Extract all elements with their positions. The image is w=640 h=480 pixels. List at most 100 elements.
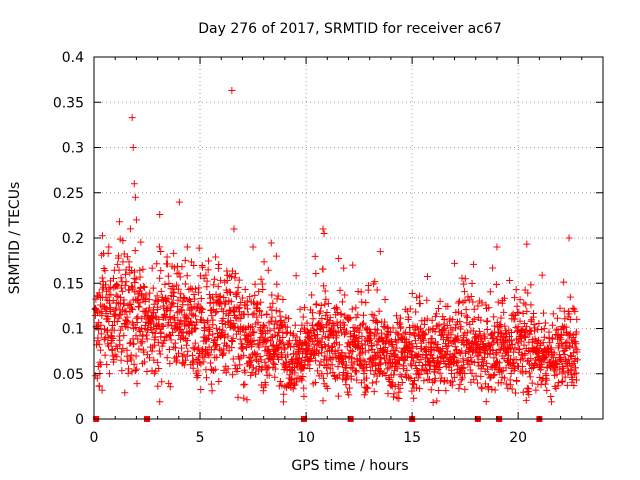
x-tick-label: 15 [403, 430, 421, 446]
y-tick-label: 0 [75, 412, 84, 428]
data-point [210, 346, 218, 354]
data-point [192, 325, 200, 333]
data-point [460, 288, 468, 296]
data-point [116, 341, 124, 349]
data-point [289, 385, 297, 393]
data-point [318, 323, 326, 331]
data-point [530, 309, 538, 317]
data-point [401, 356, 409, 364]
data-point [212, 324, 220, 332]
data-point [381, 343, 389, 351]
data-point [525, 369, 533, 377]
data-point [112, 291, 120, 299]
data-point [462, 312, 470, 320]
data-point [261, 358, 269, 366]
data-point [434, 340, 442, 348]
data-point [375, 307, 383, 315]
data-point [175, 198, 183, 206]
data-point [429, 399, 437, 407]
data-point [530, 321, 538, 329]
data-point [332, 303, 340, 311]
data-point [103, 361, 111, 369]
data-point [427, 351, 435, 359]
data-point [212, 342, 220, 350]
data-point [238, 294, 246, 302]
data-point [436, 369, 444, 377]
y-axis-label: SRMTID / TECUs [7, 182, 23, 295]
data-point [360, 367, 368, 375]
data-point [295, 348, 303, 356]
data-point [541, 319, 549, 327]
data-point [352, 366, 360, 374]
data-point [476, 332, 484, 340]
data-point [206, 351, 214, 359]
data-point [570, 382, 578, 390]
data-point [363, 374, 371, 382]
data-point [128, 267, 136, 275]
data-point [376, 360, 384, 368]
data-point [129, 144, 137, 151]
data-point [117, 356, 125, 364]
data-point [483, 317, 491, 325]
data-point [460, 280, 468, 288]
data-point [462, 349, 470, 357]
x-tick-label: 10 [297, 430, 315, 446]
y-tick-label: 0.2 [62, 231, 84, 247]
data-point [268, 306, 276, 314]
data-point [574, 356, 582, 364]
data-point [237, 298, 245, 306]
data-point [279, 339, 287, 347]
data-point [553, 361, 561, 369]
data-point [489, 372, 497, 380]
data-point [217, 299, 225, 307]
data-point [243, 396, 251, 404]
data-point [140, 348, 148, 356]
data-point [563, 381, 571, 389]
data-point [120, 296, 128, 304]
data-point [210, 336, 218, 344]
data-point [210, 366, 218, 374]
data-point [131, 268, 139, 276]
data-point [254, 318, 262, 326]
data-point [202, 271, 210, 279]
data-point [248, 337, 256, 345]
data-point [552, 326, 560, 334]
data-point [482, 398, 490, 406]
data-point [296, 305, 304, 313]
data-point [333, 318, 341, 326]
data-point [436, 297, 444, 305]
data-point [146, 354, 153, 362]
data-point [519, 369, 527, 377]
data-point [163, 354, 171, 362]
data-point [228, 86, 236, 94]
data-point [571, 307, 579, 315]
data-point [239, 343, 247, 351]
data-point [463, 329, 471, 337]
data-point [461, 297, 469, 305]
data-point [97, 346, 105, 354]
data-point [386, 377, 394, 385]
data-point [299, 372, 307, 380]
data-point [370, 388, 378, 396]
data-point [181, 280, 189, 288]
data-point [370, 370, 378, 378]
data-point [279, 296, 287, 304]
data-point [415, 350, 423, 358]
data-point [318, 315, 326, 323]
data-point [140, 283, 148, 291]
data-point [322, 311, 330, 319]
data-point [226, 289, 234, 297]
data-point [491, 371, 499, 379]
data-point [541, 354, 549, 362]
data-point [161, 333, 169, 341]
data-point [526, 373, 534, 381]
data-point [225, 288, 233, 296]
data-point [102, 281, 110, 289]
data-point [494, 298, 502, 306]
data-point [203, 374, 211, 382]
data-point [416, 324, 424, 332]
data-point [255, 288, 263, 296]
data-point [188, 310, 196, 318]
data-point [475, 327, 483, 335]
data-point [204, 335, 212, 343]
